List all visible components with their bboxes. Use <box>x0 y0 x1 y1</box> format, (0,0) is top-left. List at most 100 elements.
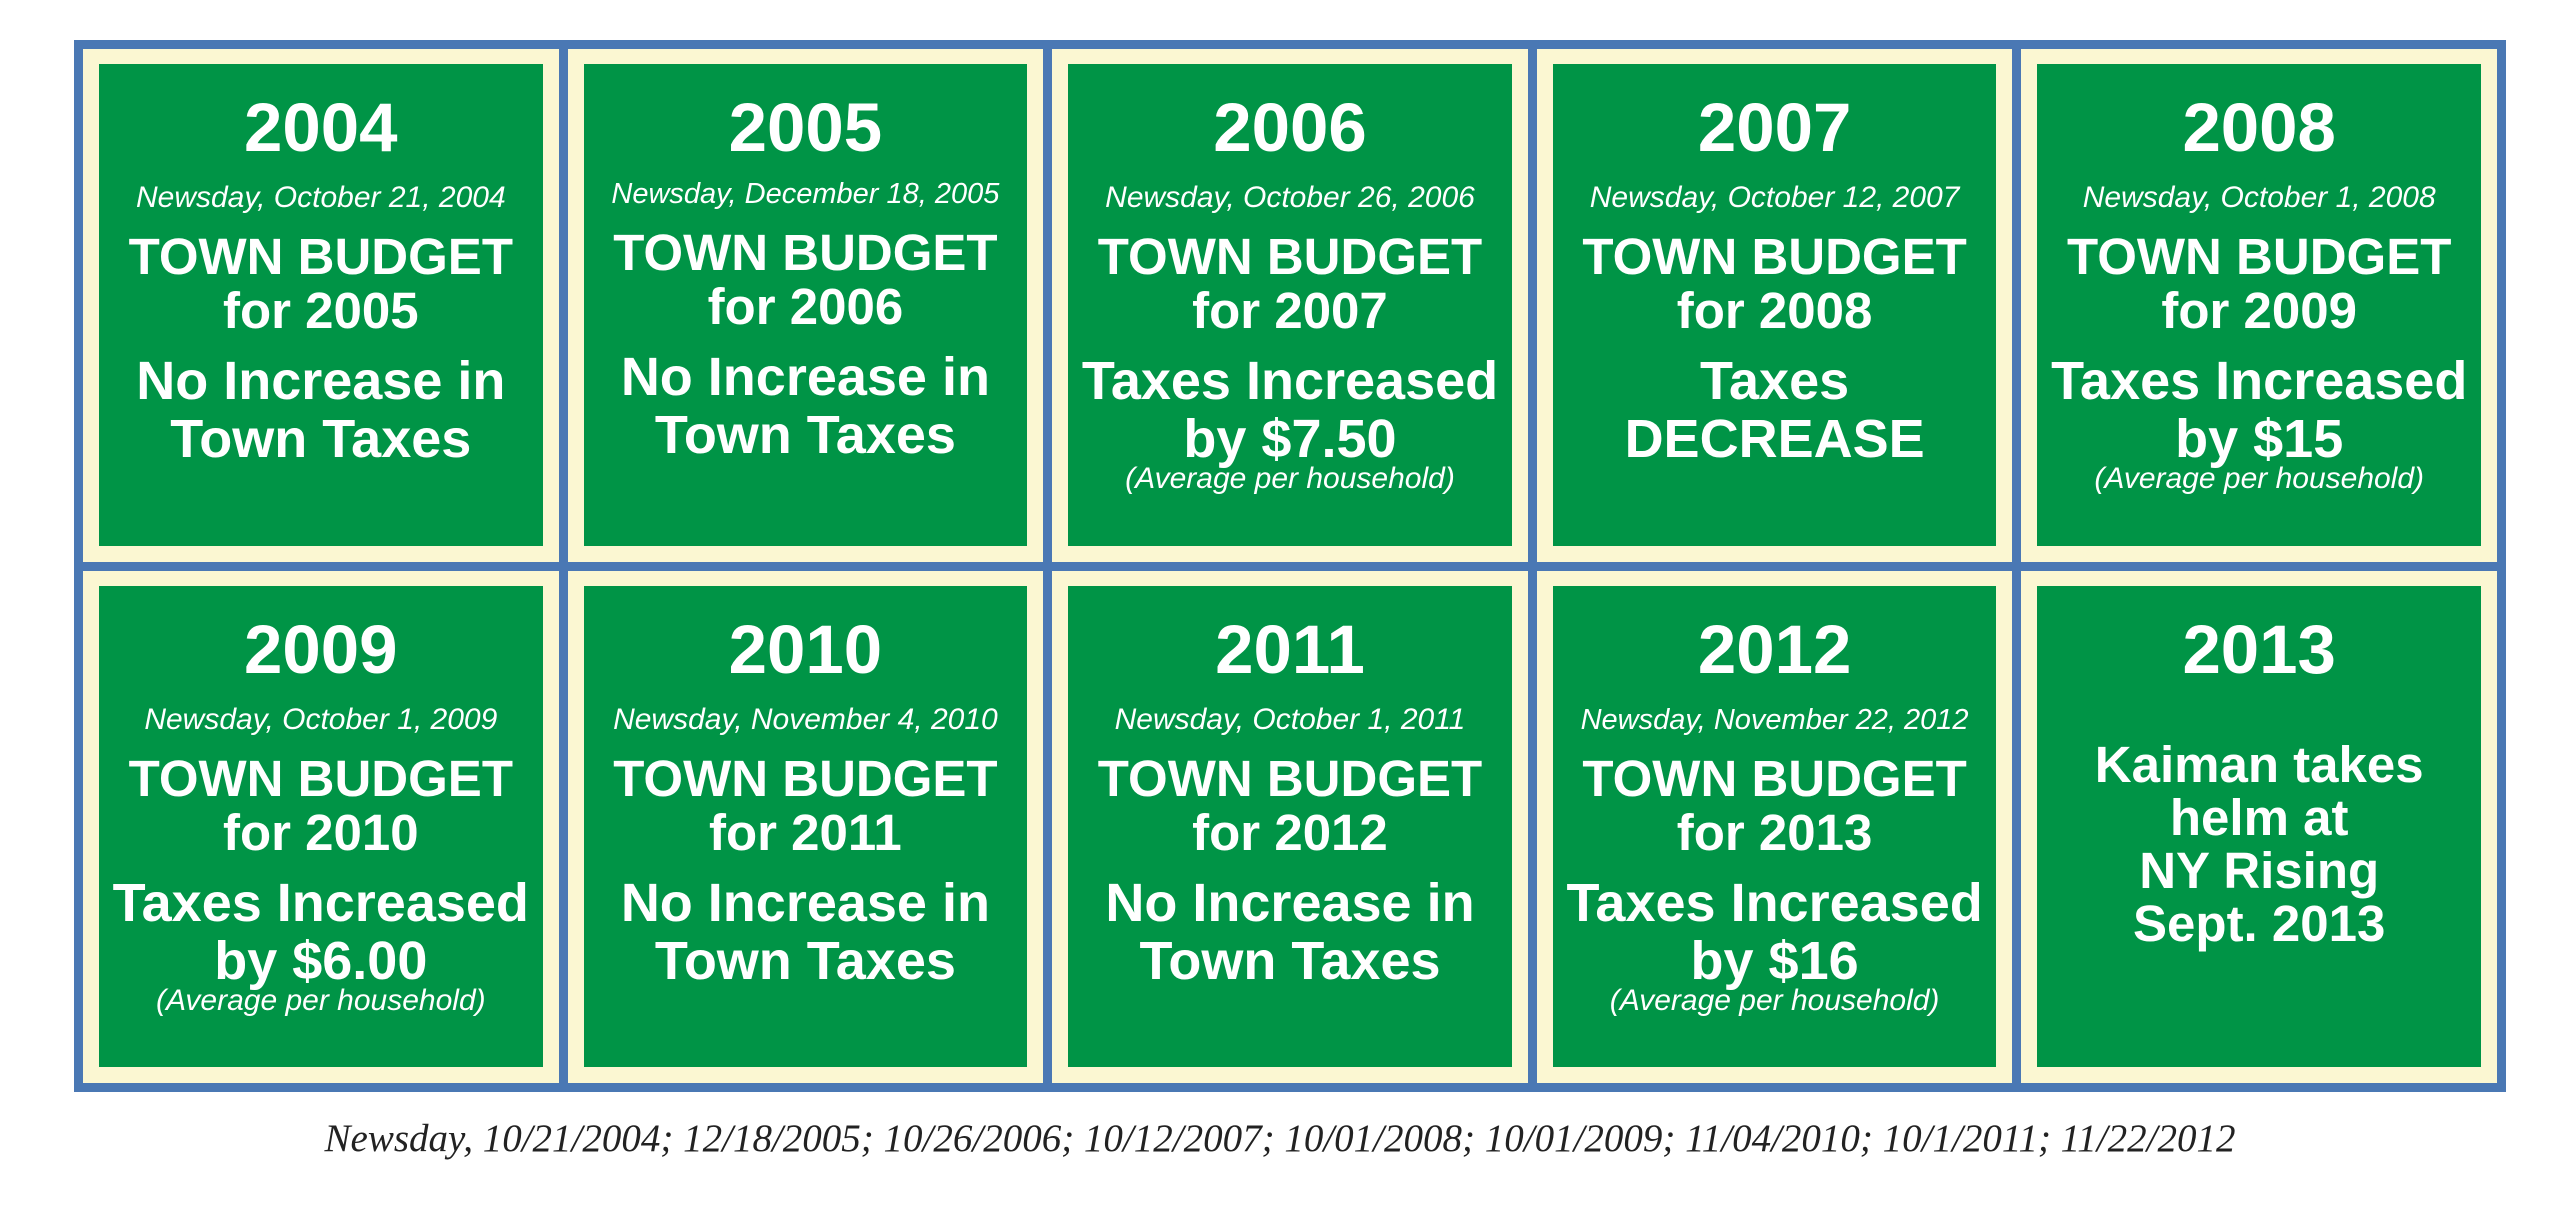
card-year: 2012 <box>1697 610 1852 688</box>
card-footnote: (Average per household) <box>1125 462 1455 495</box>
budget-card-2004: 2004 Newsday, October 21, 2004 TOWN BUDG… <box>99 64 543 546</box>
card-frame: 2009 Newsday, October 1, 2009 TOWN BUDGE… <box>83 570 559 1083</box>
budget-line: TOWN BUDGET <box>613 749 998 807</box>
budget-card-2008: 2008 Newsday, October 1, 2008 TOWN BUDGE… <box>2037 64 2481 546</box>
card-outcome: No Increase in Town Taxes <box>621 348 990 464</box>
outcome-line-2: by $7.50 <box>1183 409 1397 469</box>
card-year: 2007 <box>1697 89 1852 166</box>
card-year: 2011 <box>1215 610 1365 688</box>
card-frame: 2013 Kaiman takes helm at NY Rising Sept… <box>2021 570 2497 1083</box>
card-footnote: (Average per household) <box>1609 983 1940 1017</box>
budget-line: TOWN BUDGET <box>128 749 513 807</box>
budget-line: TOWN BUDGET <box>1582 749 1967 807</box>
budget-year: for 2005 <box>222 282 419 339</box>
card-outcome: No Increase in Town Taxes <box>1105 874 1474 990</box>
card-frame: 2006 Newsday, October 26, 2006 TOWN BUDG… <box>1052 49 1528 562</box>
card-source: Newsday, October 21, 2004 <box>135 181 506 214</box>
budget-year: for 2012 <box>1192 803 1388 861</box>
budget-card-2012: 2012 Newsday, November 22, 2012 TOWN BUD… <box>1552 585 1997 1067</box>
outcome-line-2: Town Taxes <box>654 405 956 465</box>
budget-card-2005: 2005 Newsday, December 18, 2005 TOWN BUD… <box>583 64 1028 546</box>
budget-line: TOWN BUDGET <box>613 224 998 281</box>
outcome-line-2: by $16 <box>1690 930 1859 991</box>
outcome-line-2: DECREASE <box>1624 409 1925 469</box>
outcome-line-2: by $6.00 <box>214 930 428 991</box>
milestone-line: Kaiman takes <box>2094 735 2424 793</box>
outcome-line-1: No Increase in <box>620 347 990 407</box>
milestone-line: Sept. 2013 <box>2133 894 2386 952</box>
card-source: Newsday, December 18, 2005 <box>611 178 1000 210</box>
outcome-line-1: No Increase in <box>1105 872 1475 933</box>
milestone-line: helm at <box>2169 788 2349 846</box>
card-budget-title: TOWN BUDGET for 2007 <box>1098 230 1482 338</box>
card-frame: 2007 Newsday, October 12, 2007 TOWN BUDG… <box>1536 49 2013 562</box>
budget-card-2009: 2009 Newsday, October 1, 2009 TOWN BUDGE… <box>99 585 543 1067</box>
outcome-line-1: Taxes Increased <box>1566 872 1983 933</box>
card-source: Newsday, October 26, 2006 <box>1105 181 1475 214</box>
source-caption: Newsday, 10/21/2004; 12/18/2005; 10/26/2… <box>324 1117 2236 1160</box>
card-outcome: Taxes Increased by $6.00 <box>113 874 529 990</box>
budget-timeline-grid: 2004 Newsday, October 21, 2004 TOWN BUDG… <box>74 40 2506 1092</box>
budget-card-2010: 2010 Newsday, November 4, 2010 TOWN BUDG… <box>583 585 1028 1067</box>
budget-line: TOWN BUDGET <box>1097 228 1483 285</box>
budget-line: TOWN BUDGET <box>1097 749 1483 807</box>
card-outcome: Taxes DECREASE <box>1625 352 1925 468</box>
card-source: Newsday, November 22, 2012 <box>1580 703 1969 736</box>
card-budget-title: TOWN BUDGET for 2006 <box>613 226 997 334</box>
outcome-line-2: Town Taxes <box>170 409 472 469</box>
card-frame: 2005 Newsday, December 18, 2005 TOWN BUD… <box>567 49 1044 562</box>
card-frame: 2012 Newsday, November 22, 2012 TOWN BUD… <box>1536 570 2013 1083</box>
card-budget-title: TOWN BUDGET for 2009 <box>2067 230 2451 338</box>
card-outcome: Taxes Increased by $15 <box>2051 352 2467 468</box>
budget-line: TOWN BUDGET <box>2067 228 2452 285</box>
card-outcome: No Increase in Town Taxes <box>621 874 990 990</box>
budget-line: TOWN BUDGET <box>1582 228 1967 285</box>
outcome-line-1: No Increase in <box>620 872 990 933</box>
budget-year: for 2008 <box>1676 282 1873 339</box>
milestone-line: NY Rising <box>2139 841 2380 899</box>
outcome-line-2: Town Taxes <box>1139 930 1441 991</box>
card-year: 2009 <box>244 610 398 688</box>
card-budget-title: TOWN BUDGET for 2011 <box>613 749 998 861</box>
outcome-line-1: Taxes Increased <box>2051 351 2468 411</box>
card-frame: 2011 Newsday, October 1, 2011 TOWN BUDGE… <box>1052 570 1528 1083</box>
card-source: Newsday, October 1, 2008 <box>2082 181 2436 214</box>
card-budget-title: TOWN BUDGET for 2005 <box>129 230 513 338</box>
outcome-line-1: No Increase in <box>136 351 506 411</box>
budget-year: for 2006 <box>707 278 904 335</box>
card-frame: 2010 Newsday, November 4, 2010 TOWN BUDG… <box>567 570 1044 1083</box>
budget-card-2011: 2011 Newsday, October 1, 2011 TOWN BUDGE… <box>1068 585 1512 1067</box>
budget-card-2007: 2007 Newsday, October 12, 2007 TOWN BUDG… <box>1552 64 1997 546</box>
card-budget-title: TOWN BUDGET for 2013 <box>1582 749 1967 860</box>
milestone-text: Kaiman takes helm at NY Rising Sept. 201… <box>2095 738 2424 950</box>
card-outcome: Taxes Increased by $7.50 <box>1082 352 1498 468</box>
outcome-line-1: Taxes <box>1700 351 1850 411</box>
card-budget-title: TOWN BUDGET for 2008 <box>1582 230 1966 338</box>
budget-line: TOWN BUDGET <box>128 228 513 285</box>
card-year: 2010 <box>728 610 883 688</box>
budget-year: for 2007 <box>1192 282 1388 339</box>
card-budget-title: TOWN BUDGET for 2010 <box>128 749 513 861</box>
card-source: Newsday, October 1, 2009 <box>144 702 498 736</box>
outcome-line-1: Taxes Increased <box>112 872 529 933</box>
card-frame: 2008 Newsday, October 1, 2008 TOWN BUDGE… <box>2021 49 2497 562</box>
card-year: 2004 <box>244 89 398 166</box>
outcome-line-2: by $15 <box>2175 409 2344 469</box>
card-source: Newsday, November 4, 2010 <box>613 702 998 736</box>
card-year: 2005 <box>728 89 883 166</box>
budget-year: for 2011 <box>708 803 902 861</box>
card-source: Newsday, October 12, 2007 <box>1589 181 1960 214</box>
card-source: Newsday, October 1, 2011 <box>1114 702 1466 736</box>
card-budget-title: TOWN BUDGET for 2012 <box>1097 749 1483 861</box>
budget-card-2006: 2006 Newsday, October 26, 2006 TOWN BUDG… <box>1068 64 1512 546</box>
card-year: 2008 <box>2182 89 2336 166</box>
card-outcome: No Increase in Town Taxes <box>136 352 505 468</box>
budget-year: for 2009 <box>2161 282 2357 339</box>
card-outcome: Taxes Increased by $16 <box>1566 874 1982 990</box>
outcome-line-1: Taxes Increased <box>1081 351 1499 411</box>
card-year: 2013 <box>2182 610 2336 688</box>
budget-year: for 2010 <box>222 803 419 861</box>
outcome-line-2: Town Taxes <box>654 930 956 991</box>
milestone-card-2013: 2013 Kaiman takes helm at NY Rising Sept… <box>2037 585 2481 1067</box>
card-frame: 2004 Newsday, October 21, 2004 TOWN BUDG… <box>83 49 559 562</box>
